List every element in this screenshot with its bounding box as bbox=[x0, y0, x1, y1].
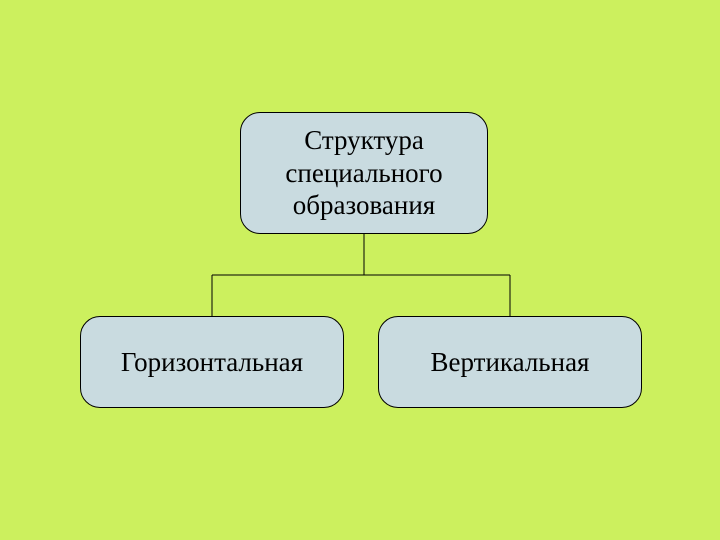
root-node-label: Структура специального образования bbox=[285, 124, 442, 221]
root-node: Структура специального образования bbox=[240, 112, 488, 234]
child-node-right: Вертикальная bbox=[378, 316, 642, 408]
child-node-left-label: Горизонтальная bbox=[121, 346, 303, 378]
child-node-left: Горизонтальная bbox=[80, 316, 344, 408]
child-node-right-label: Вертикальная bbox=[431, 346, 590, 378]
diagram-canvas: Структура специального образования Гориз… bbox=[0, 0, 720, 540]
connectors bbox=[0, 0, 720, 540]
